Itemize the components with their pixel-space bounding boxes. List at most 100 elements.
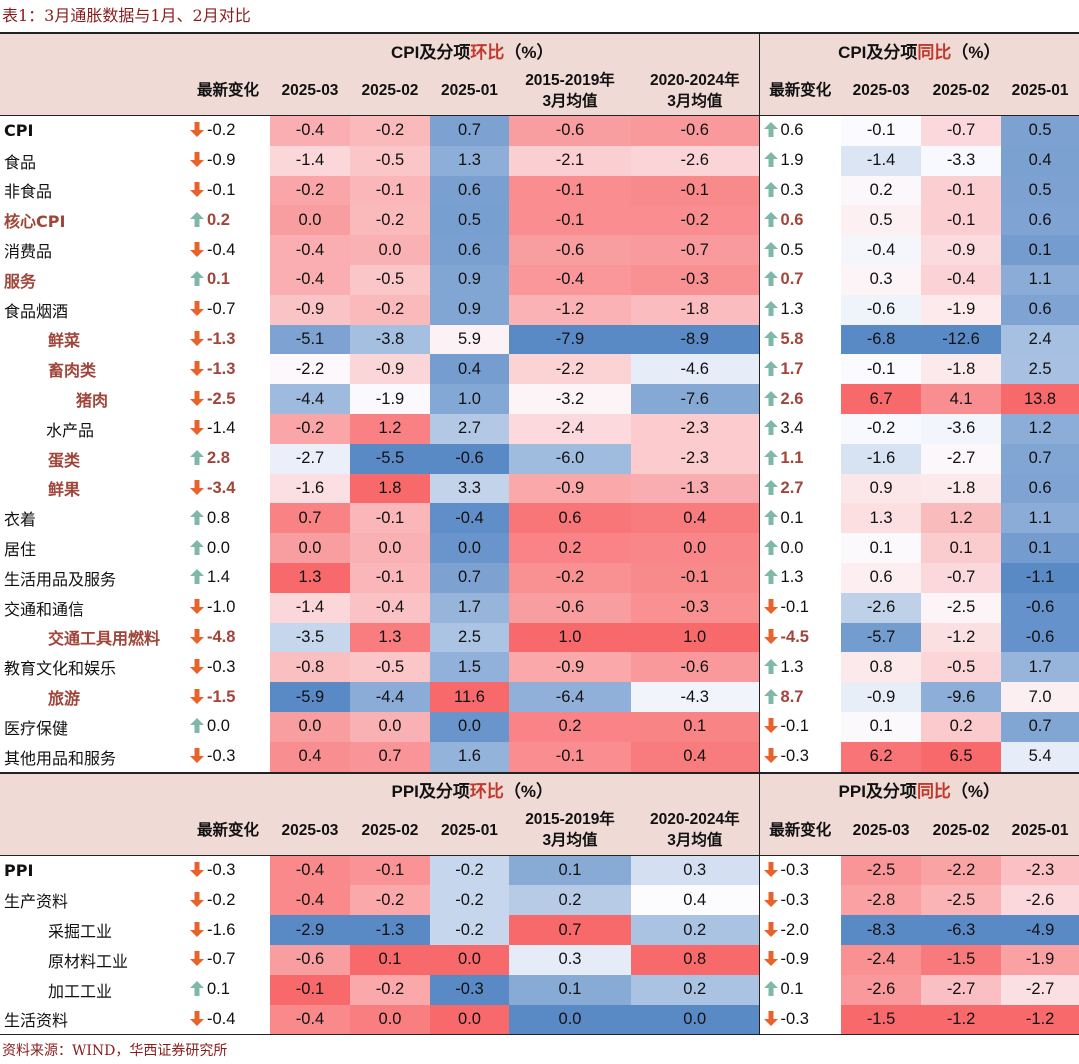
cpi-mom-cell: 1.8	[350, 473, 430, 504]
cpi-mom-cell: 0.0	[270, 533, 350, 563]
cpi-mom-cell: -0.1	[631, 175, 760, 206]
cpi-row-label: 鲜菜	[48, 331, 81, 351]
cpi-mom-cell: -2.6	[631, 145, 760, 176]
cpi-colhead-avg2024: 2020-2024年 3月均值	[631, 66, 760, 116]
ppi-colhead-yoy-m3: 2025-03	[841, 805, 922, 856]
cpi-yoy-cell: 0.7	[1001, 443, 1079, 474]
cpi-mom-cell: -0.9	[350, 354, 430, 385]
cpi-yoy-cell: 0.1	[921, 533, 1002, 563]
ppi-mom-cell: 0.8	[631, 944, 760, 975]
ppi-colhead-chg: 最新变化	[186, 805, 270, 856]
arrow-up-icon	[763, 301, 778, 317]
cpi-mom-cell: 0.1	[631, 711, 760, 742]
cpi-mom-cell: -7.9	[509, 324, 631, 355]
ppi-change-value: 0.1	[207, 980, 230, 999]
ppi-mom-cell: 0.0	[350, 1004, 430, 1036]
cpi-mom-change: 0.0	[186, 533, 270, 563]
cpi-change-value: 3.4	[780, 419, 804, 438]
cpi-mom-cell: -0.1	[509, 175, 631, 206]
cpi-yoy-cell: -1.6	[841, 443, 922, 474]
cpi-row-label: 水产品	[46, 420, 95, 440]
arrow-up-icon	[763, 479, 778, 495]
cpi-yoy-change: -4.5	[759, 623, 841, 653]
cpi-change-value: 0.1	[207, 270, 230, 289]
arrow-down-icon	[763, 718, 778, 734]
arrow-down-icon	[190, 1010, 204, 1026]
cpi-yoy-cell: 0.4	[1001, 145, 1079, 176]
arrow-down-icon	[190, 301, 204, 317]
cpi-mom-cell: 5.9	[430, 324, 509, 355]
cpi-row: 旅游 -1.5 -5.9 -4.4 11.6 -6.4 -4.3 8.7 -0.9 -9.6 7.0	[0, 682, 1079, 712]
cpi-mom-cell: -0.5	[350, 264, 430, 295]
cpi-change-value: 0.6	[780, 121, 804, 140]
arrow-down-icon	[190, 360, 204, 376]
ppi-colhead-yoy-m1: 2025-01	[1001, 805, 1079, 856]
ppi-change-value: -0.3	[207, 860, 236, 879]
ppi-change-value: -2.0	[780, 920, 809, 939]
cpi-colhead-m2: 2025-02	[350, 66, 430, 116]
cpi-change-value: -4.5	[780, 627, 809, 646]
ppi-mom-cell: 0.2	[509, 885, 631, 916]
cpi-yoy-change: 1.9	[759, 146, 841, 176]
ppi-mom-cell: -0.4	[270, 885, 350, 916]
ppi-change-value: -0.2	[207, 890, 236, 909]
cpi-mom-cell: 1.0	[631, 622, 760, 653]
cpi-change-value: -2.5	[207, 389, 236, 408]
cpi-yoy-cell: 0.1	[841, 533, 922, 563]
cpi-yoy-cell: -0.6	[1001, 622, 1079, 653]
ppi-colhead-m3: 2025-03	[270, 805, 350, 856]
ppi-yoy-cell: -2.2	[921, 855, 1002, 886]
cpi-mom-cell: -1.9	[350, 384, 430, 414]
cpi-mom-cell: -0.4	[430, 503, 509, 534]
cpi-row-label: 核心CPI	[4, 212, 66, 232]
arrow-down-icon	[763, 748, 778, 764]
cpi-row: 鲜果 -3.4 -1.6 1.8 3.3 -0.9 -1.3 2.7 0.9 -1.8 0.6	[0, 473, 1079, 504]
arrow-up-icon	[763, 181, 778, 197]
cpi-mom-cell: 0.4	[631, 503, 760, 534]
cpi-yoy-cell: 1.7	[1001, 652, 1079, 683]
cpi-yoy-cell: 0.6	[1001, 473, 1079, 504]
cpi-yoy-change: 0.0	[759, 533, 841, 563]
arrow-up-icon	[763, 539, 778, 555]
cpi-mom-cell: -1.4	[270, 592, 350, 623]
ppi-mom-cell: 0.4	[631, 885, 760, 916]
arrow-down-icon	[190, 891, 204, 907]
cpi-row: 猪肉 -2.5 -4.4 -1.9 1.0 -3.2 -7.6 2.6 6.7 4.1 13.8	[0, 384, 1079, 414]
arrow-up-icon	[190, 211, 204, 227]
cpi-change-value: -0.2	[207, 121, 236, 140]
cpi-yoy-cell: -0.6	[1001, 592, 1079, 623]
cpi-yoy-change: 1.3	[759, 295, 841, 325]
cpi-change-value: 1.3	[780, 568, 804, 587]
arrow-down-icon	[190, 628, 204, 644]
cpi-yoy-cell: 0.2	[921, 711, 1002, 742]
cpi-yoy-cell: 0.1	[1001, 235, 1079, 265]
cpi-change-value: 5.8	[780, 329, 804, 348]
cpi-colhead-yoy-chg: 最新变化	[759, 66, 842, 116]
ppi-mom-cell: 0.0	[509, 1004, 631, 1036]
cpi-mom-change: -3.4	[186, 474, 270, 504]
cpi-mom-cell: -0.2	[350, 115, 430, 146]
cpi-mom-cell: 1.3	[350, 622, 430, 653]
ppi-row: 原材料工业 -0.7 -0.6 0.1 0.0 0.3 0.8 -0.9 -2.4 -1.5 -1.…	[0, 944, 1079, 975]
cpi-mom-cell: -2.1	[509, 145, 631, 176]
cpi-mom-cell: 1.3	[430, 145, 509, 176]
cpi-mom-change: 0.1	[186, 265, 270, 295]
cpi-mom-cell: -2.2	[270, 354, 350, 385]
cpi-change-value: -1.4	[207, 419, 236, 438]
cpi-change-value: 0.3	[780, 180, 804, 199]
cpi-mom-cell: 0.0	[430, 533, 509, 563]
cpi-yoy-change: 0.6	[759, 205, 841, 235]
cpi-mom-cell: 0.0	[350, 533, 430, 563]
cpi-mom-cell: -4.6	[631, 354, 760, 385]
cpi-mom-cell: -4.4	[350, 682, 430, 712]
cpi-change-value: 0.0	[207, 717, 230, 736]
arrow-down-icon	[190, 241, 204, 257]
cpi-yoy-cell: -0.1	[841, 115, 922, 146]
cpi-row-label: 衣着	[4, 510, 37, 530]
ppi-row-label: 原材料工业	[48, 951, 129, 971]
cpi-mom-change: -1.3	[186, 325, 270, 355]
cpi-yoy-cell: -6.8	[841, 324, 922, 355]
ppi-mom-cell: 0.3	[631, 855, 760, 886]
cpi-mom-cell: -0.2	[270, 413, 350, 444]
ppi-yoy-cell: -2.6	[841, 974, 922, 1005]
